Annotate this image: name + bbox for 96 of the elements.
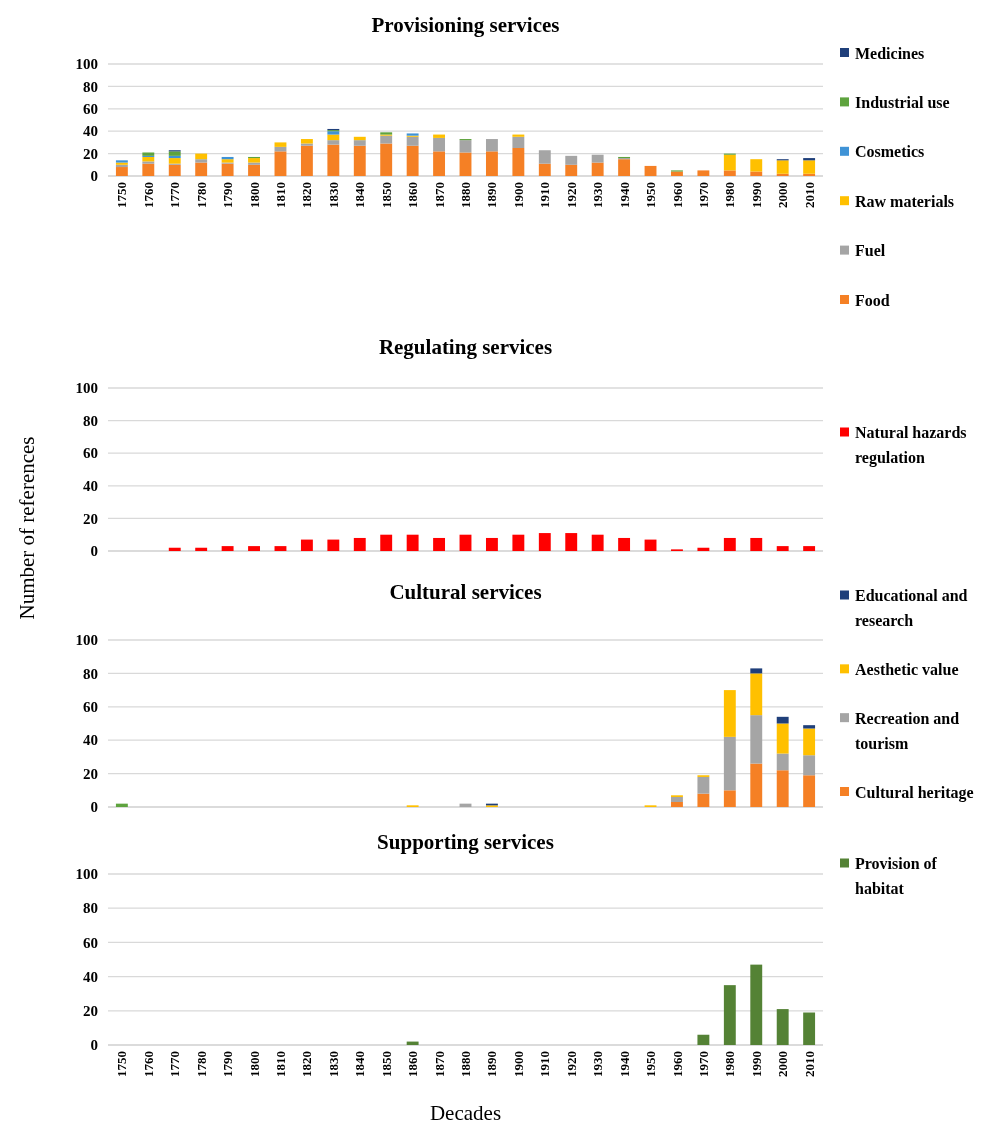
x-tick-label: 1820: [299, 182, 315, 208]
x-tick-label: 1960: [669, 182, 685, 208]
x-tick-label: 1940: [616, 182, 632, 208]
y-tick-label: 20: [83, 1003, 98, 1020]
chart-title: Supporting services: [377, 830, 554, 854]
x-tick-label: 1770: [167, 1051, 183, 1077]
y-tick-label: 20: [83, 765, 98, 782]
x-tick-label: 1870: [431, 182, 447, 208]
x-tick-label: 1980: [722, 182, 738, 208]
y-tick-label: 80: [83, 78, 98, 95]
y-tick-label: 0: [90, 1037, 98, 1054]
x-tick-label: 2010: [801, 182, 817, 208]
y-tick-label: 20: [83, 145, 98, 162]
legend-label: Food: [855, 291, 890, 309]
x-axis-title: Decades: [429, 1101, 502, 1125]
y-tick-label: 20: [83, 510, 98, 527]
chart-title: Cultural services: [389, 580, 542, 604]
x-tick-label: 1920: [563, 182, 579, 208]
x-tick-label: 1780: [193, 1051, 209, 1077]
x-tick-label: 1970: [695, 1051, 711, 1077]
y-tick-label: 0: [90, 168, 98, 185]
x-tick-label: 1840: [352, 182, 368, 208]
x-tick-label: 1840: [352, 1051, 368, 1077]
x-tick-label: 1760: [140, 1051, 156, 1077]
legend-label: Aesthetic value: [855, 660, 959, 678]
x-tick-label: 1960: [669, 1051, 685, 1077]
x-tick-label: 2000: [775, 182, 791, 208]
x-tick-label: 1890: [484, 1051, 500, 1077]
x-tick-label: 1990: [748, 1051, 764, 1077]
legend-label: Raw materials: [855, 192, 955, 210]
y-tick-label: 60: [83, 101, 98, 118]
y-tick-label: 60: [83, 934, 98, 951]
x-tick-label: 1780: [193, 182, 209, 208]
legend-label: Industrial use: [855, 94, 950, 111]
x-tick-label: 1750: [114, 1051, 130, 1077]
y-tick-label: 100: [75, 56, 98, 73]
x-tick-label: 1810: [273, 1051, 289, 1077]
x-tick-label: 1770: [167, 182, 183, 208]
x-tick-label: 1790: [220, 1051, 236, 1077]
y-axis-title: Number of references: [15, 436, 39, 620]
legend-label: Recreation and tourism: [855, 709, 960, 752]
legend-label: Cultural heritage: [855, 783, 974, 802]
y-tick-label: 100: [75, 632, 98, 649]
x-tick-label: 1970: [695, 182, 711, 208]
x-tick-label: 1860: [405, 1051, 421, 1077]
x-tick-label: 2000: [775, 1051, 791, 1077]
x-tick-label: 1810: [273, 182, 289, 208]
chart-title: Regulating services: [378, 335, 553, 359]
y-tick-label: 60: [83, 445, 98, 462]
x-tick-label: 1940: [616, 1051, 632, 1077]
y-tick-label: 0: [90, 543, 98, 560]
x-tick-label: 1830: [325, 182, 341, 208]
x-tick-label: 1910: [537, 182, 553, 208]
x-tick-label: 1950: [643, 182, 659, 208]
y-tick-label: 60: [83, 699, 98, 716]
y-tick-label: 80: [83, 665, 98, 682]
x-tick-label: 1800: [246, 1051, 262, 1077]
x-tick-label: 1750: [114, 182, 130, 208]
x-tick-label: 1870: [431, 1051, 447, 1077]
x-tick-label: 1920: [563, 1051, 579, 1077]
chart-title: Provisioning services: [371, 13, 560, 37]
x-tick-label: 1800: [246, 182, 262, 208]
y-tick-label: 40: [83, 478, 98, 495]
y-tick-label: 40: [83, 968, 98, 985]
x-tick-label: 1860: [405, 182, 421, 208]
legend-label: Natural hazards regulation: [855, 424, 967, 468]
legend-label: Educational and research: [855, 587, 968, 630]
y-tick-label: 40: [83, 732, 98, 749]
x-tick-label: 1910: [537, 1051, 553, 1077]
y-tick-label: 80: [83, 900, 98, 917]
x-tick-label: 1790: [220, 182, 236, 208]
x-tick-label: 1880: [458, 1051, 474, 1077]
legend-label: Provision of habitat: [855, 855, 938, 898]
y-tick-label: 100: [75, 380, 98, 397]
y-tick-label: 40: [83, 123, 98, 140]
x-tick-label: 1900: [510, 182, 526, 208]
x-tick-label: 1880: [458, 182, 474, 208]
x-tick-label: 1850: [378, 1051, 394, 1077]
x-tick-label: 1850: [378, 182, 394, 208]
legend-label: Medicines: [855, 44, 925, 62]
x-tick-label: 1950: [643, 1051, 659, 1077]
legend-label: Cosmetics: [855, 143, 925, 161]
x-tick-label: 1930: [590, 182, 606, 208]
x-tick-label: 1900: [510, 1051, 526, 1077]
x-tick-label: 1890: [484, 182, 500, 208]
y-tick-label: 80: [83, 412, 98, 429]
x-tick-label: 1990: [748, 182, 764, 208]
x-tick-label: 1930: [590, 1051, 606, 1077]
x-tick-label: 2010: [801, 1051, 817, 1077]
y-tick-label: 100: [75, 866, 98, 883]
x-tick-label: 1980: [722, 1051, 738, 1077]
legend-label: Fuel: [855, 242, 886, 260]
x-tick-label: 1820: [299, 1051, 315, 1077]
x-tick-label: 1760: [140, 182, 156, 208]
x-tick-label: 1830: [325, 1051, 341, 1077]
y-tick-label: 0: [90, 799, 98, 816]
